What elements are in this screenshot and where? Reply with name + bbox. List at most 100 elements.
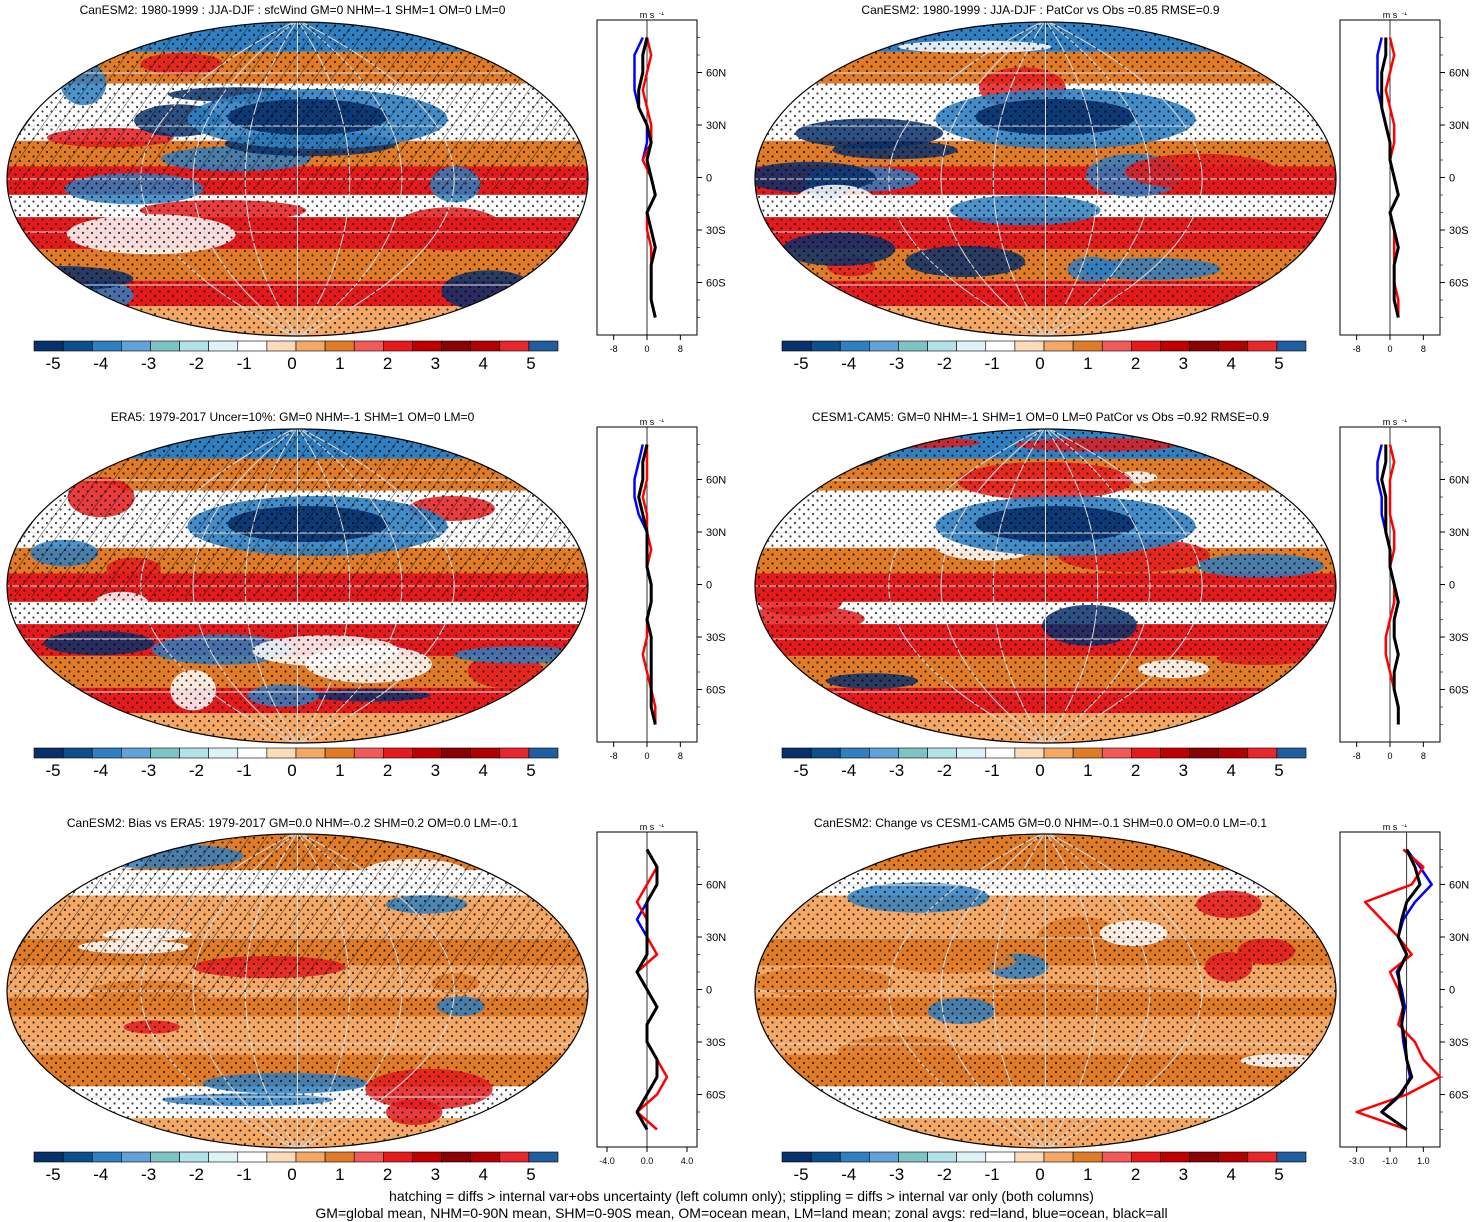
colorbar-swatch [956, 340, 987, 352]
colorbar-swatch [208, 340, 239, 352]
colorbar-swatch [470, 340, 501, 352]
colorbar-label: 2 [1130, 354, 1141, 373]
colorbar [33, 340, 559, 352]
colorbar-swatch [295, 340, 326, 352]
zonal-units: m s [640, 824, 655, 832]
colorbar-label: 0 [1035, 1165, 1045, 1184]
colorbar-swatch [1131, 340, 1161, 352]
lat-tick-label: 60S [1449, 685, 1469, 697]
colorbar-swatch [1160, 1151, 1190, 1163]
colorbar-label: 4 [1226, 354, 1236, 373]
x-tick-label: -1.0 [1382, 1156, 1398, 1166]
colorbar-swatch [295, 1151, 326, 1163]
panel-p1: CanESM2: 1980-1999 : JJA-DJF : sfcWind G… [0, 0, 740, 400]
lat-tick-label: 60S [1449, 278, 1469, 290]
x-tick-label: 0 [1387, 344, 1392, 354]
zonal-average-plot: m s -1 60N 30N 0 30S 60S -4.0 0.0 4.0 [596, 824, 726, 1166]
colorbar-label: 4 [478, 354, 488, 373]
colorbar-swatch [499, 747, 530, 759]
panel-title: CanESM2: 1980-1999 : JJA-DJF : PatCor vs… [861, 3, 1220, 17]
colorbar-label: 5 [1274, 1165, 1284, 1184]
colorbar-label: 0 [1035, 354, 1045, 373]
zonal-line-all [635, 848, 659, 1131]
colorbar-swatch [62, 1151, 93, 1163]
colorbar-swatch [1101, 747, 1132, 759]
colorbar-swatch [150, 747, 180, 759]
colorbar-label: -4 [93, 1165, 109, 1184]
colorbar-swatch [1218, 340, 1249, 352]
colorbar-label: -2 [936, 761, 952, 780]
zonal-average-plot: m s -1 60N 30N 0 30S 60S -3.0 -1.0 1.0 [1339, 824, 1469, 1166]
colorbar-label: 2 [1130, 761, 1141, 780]
zonal-units: m s [1383, 419, 1398, 427]
colorbar-swatch [179, 1151, 209, 1163]
colorbar-swatch [237, 1151, 268, 1163]
world-map [754, 428, 1337, 744]
panel-title: CanESM2: Change vs CESM1-CAM5 GM=0.0 NHM… [813, 816, 1268, 830]
colorbar-swatch [956, 1151, 987, 1163]
colorbar-swatch [179, 340, 209, 352]
lat-tick-label: 30S [1449, 225, 1469, 237]
colorbar-label: -2 [936, 354, 952, 373]
colorbar-label: 1 [1083, 761, 1093, 780]
colorbar-swatch [441, 1151, 471, 1163]
x-tick-label: -4.0 [599, 1156, 615, 1166]
colorbar-swatch [528, 340, 559, 352]
colorbar-swatch [499, 340, 530, 352]
x-tick-label: -8 [1353, 751, 1361, 761]
panel-p5: CanESM2: Bias vs ERA5: 1979-2017 GM=0.0 … [0, 812, 740, 1212]
colorbar-label: 4 [1226, 1165, 1236, 1184]
panel-title: CanESM2: 1980-1999 : JJA-DJF : sfcWind G… [79, 3, 506, 17]
zonal-line-all [1380, 848, 1422, 1131]
colorbar-label: -5 [45, 1165, 61, 1184]
colorbar-swatch [1072, 340, 1103, 352]
colorbar-swatch [383, 340, 413, 352]
hatching [7, 429, 588, 597]
colorbar-swatch [1276, 340, 1307, 352]
colorbar-swatch [237, 747, 268, 759]
colorbar-swatch [1189, 747, 1219, 759]
colorbar-swatch [1218, 747, 1249, 759]
lat-tick-label: 30S [1449, 1037, 1469, 1049]
panel-p6: CanESM2: Change vs CESM1-CAM5 GM=0.0 NHM… [748, 812, 1483, 1212]
colorbar-swatch [91, 1151, 122, 1163]
zonal-units-sup: -1 [659, 419, 665, 424]
colorbar-label: 0 [287, 1165, 297, 1184]
colorbar-swatch [839, 1151, 870, 1163]
colorbar-label: -4 [93, 354, 109, 373]
x-tick-label: 0 [644, 344, 649, 354]
map-anomaly [501, 1095, 574, 1140]
colorbar-swatch [91, 340, 122, 352]
colorbar-swatch [324, 1151, 355, 1163]
colorbar-swatch [1072, 747, 1103, 759]
panel-p3: ERA5: 1979-2017 Uncer=10%: GM=0 NHM=-1 S… [0, 407, 740, 807]
colorbar-swatch [266, 340, 297, 352]
colorbar-swatch [839, 747, 870, 759]
colorbar-label: 1 [1083, 354, 1093, 373]
lat-tick-label: 30S [706, 225, 726, 237]
zonal-average-plot: m s -1 60N 30N 0 30S 60S -8 0 8 [596, 12, 726, 354]
zonal-units-sup: -1 [1402, 824, 1408, 829]
zonal-units: m s [640, 419, 655, 427]
colorbar-swatch [1131, 1151, 1161, 1163]
footer-note-1: hatching = diffs > internal var+obs unce… [389, 1188, 1094, 1204]
colorbar-label: -2 [936, 1165, 952, 1184]
lat-tick-label: 30S [1449, 632, 1469, 644]
colorbar-label: 4 [478, 1165, 488, 1184]
colorbar-label: -3 [889, 354, 905, 373]
colorbar-swatch [208, 747, 239, 759]
zonal-units-sup: -1 [1402, 419, 1408, 424]
colorbar-swatch [470, 1151, 501, 1163]
map-border [6, 21, 589, 337]
zonal-line-land [1355, 848, 1442, 1131]
colorbar-swatch [179, 747, 209, 759]
world-map [754, 21, 1337, 337]
colorbar-swatch [33, 340, 64, 352]
x-tick-label: -8 [610, 344, 618, 354]
zonal-units: m s [1383, 12, 1398, 20]
colorbar-label: 2 [382, 761, 393, 780]
colorbar-swatch [121, 747, 151, 759]
zonal-units-sup: -1 [1402, 12, 1408, 17]
lat-tick-label: 30N [1449, 527, 1469, 539]
lat-tick-label: 60N [1449, 880, 1469, 892]
